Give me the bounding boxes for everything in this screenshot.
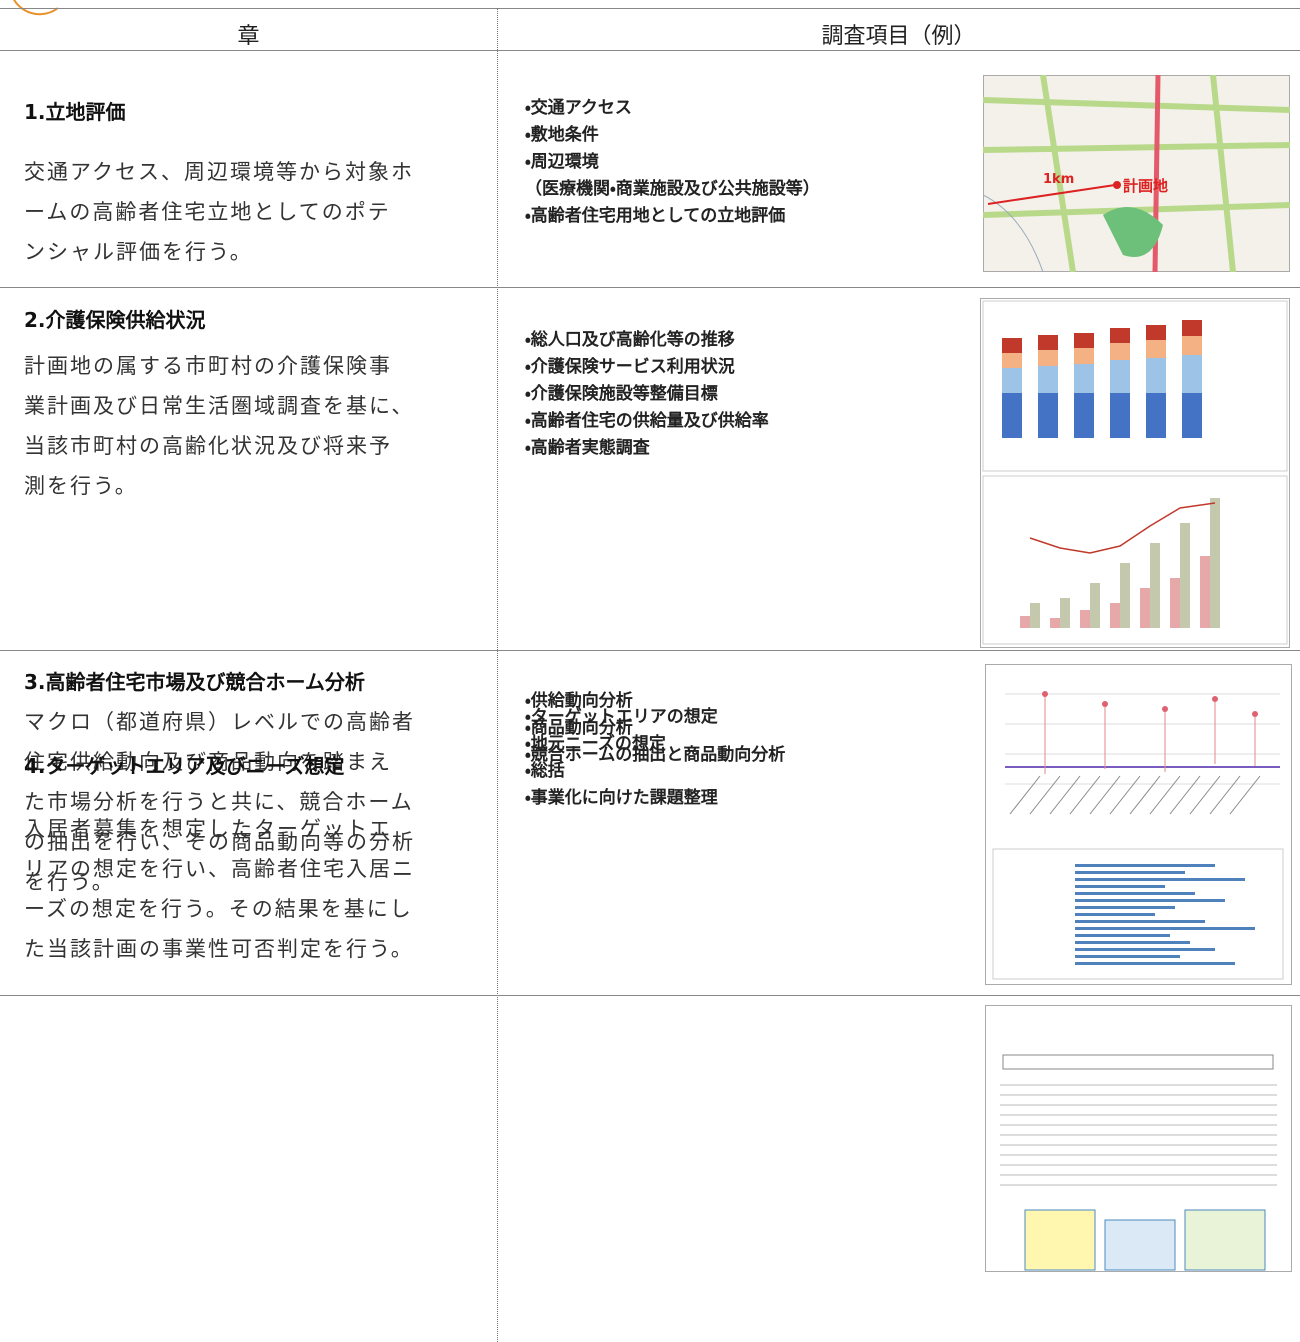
header-items: 調査項目（例） (497, 18, 1300, 50)
survey-item: ・高齢者住宅の供給量及び供給率 (525, 406, 769, 431)
survey-item: ・総人口及び高齢化等の推移 (525, 325, 735, 350)
row-description: 測を行う。 (24, 470, 138, 500)
row-description: た市場分析を行うと共に、競合ホーム (24, 786, 414, 816)
row-description: ーズの想定を行う。その結果を基にし (24, 893, 413, 923)
survey-item: ・交通アクセス (525, 93, 632, 118)
row-description: マクロ（都道府県）レベルでの高齢者 (24, 706, 415, 736)
row-title: 3.高齢者住宅市場及び競合ホーム分析 (24, 666, 365, 695)
survey-item: ・地元ニーズの想定 (525, 729, 666, 754)
survey-item: ・事業化に向けた課題整理 (525, 783, 718, 808)
survey-item: ・総括 (525, 756, 565, 781)
row-description: 交通アクセス、周辺環境等から対象ホ (24, 156, 414, 186)
survey-item: ・高齢者実態調査 (525, 433, 650, 458)
chart-figure (980, 298, 1290, 648)
row-title: 2.介護保険供給状況 (24, 304, 206, 333)
row-rule (0, 995, 1300, 996)
table-top (0, 8, 1300, 9)
map-site: 計画地 (1123, 177, 1168, 195)
survey-item: ・ターゲットエリアの想定 (525, 702, 718, 727)
row-description: ンシャル評価を行う。 (24, 236, 253, 266)
row-title: 4.ターゲットエリア及びニーズ想定 (24, 750, 345, 779)
row-description: 計画地の属する市町村の介護保険事 (24, 350, 392, 380)
page: 章 調査項目（例） 1km 計画地 (0, 0, 1300, 1342)
row-title: 1.立地評価 (24, 96, 126, 125)
survey-item: ・介護保険サービス利用状況 (525, 352, 735, 377)
row-description: た当該計画の事業性可否判定を行う。 (24, 933, 414, 963)
row-description: 入居者募集を想定したターゲットエ (24, 813, 392, 843)
map-distance: 1km (1043, 172, 1074, 187)
column-divider (497, 8, 498, 1342)
survey-item: ・介護保険施設等整備目標 (525, 379, 718, 404)
header-rule (0, 50, 1300, 51)
map-figure: 1km 計画地 (983, 75, 1290, 272)
row-description: ームの高齢者住宅立地としてのポテ (24, 196, 391, 226)
survey-item: ・周辺環境 (525, 147, 599, 172)
row-rule (0, 650, 1300, 651)
survey-item: ・敷地条件 (525, 120, 599, 145)
row-description: リアの想定を行い、高齢者住宅入居ニ (24, 853, 415, 883)
row-description: 業計画及び日常生活圏域調査を基に、 (24, 390, 414, 420)
survey-item: （医療機関・商業施設及び公共施設等） (525, 174, 820, 199)
header-chapter: 章 (0, 18, 497, 50)
competitor-figure (985, 664, 1292, 985)
row-rule (0, 287, 1300, 288)
survey-item: ・高齢者住宅用地としての立地評価 (525, 201, 785, 226)
corner-arc (0, 0, 80, 20)
row-description: 当該市町村の高齢化状況及び将来予 (24, 430, 392, 460)
document-figure (985, 1005, 1292, 1272)
